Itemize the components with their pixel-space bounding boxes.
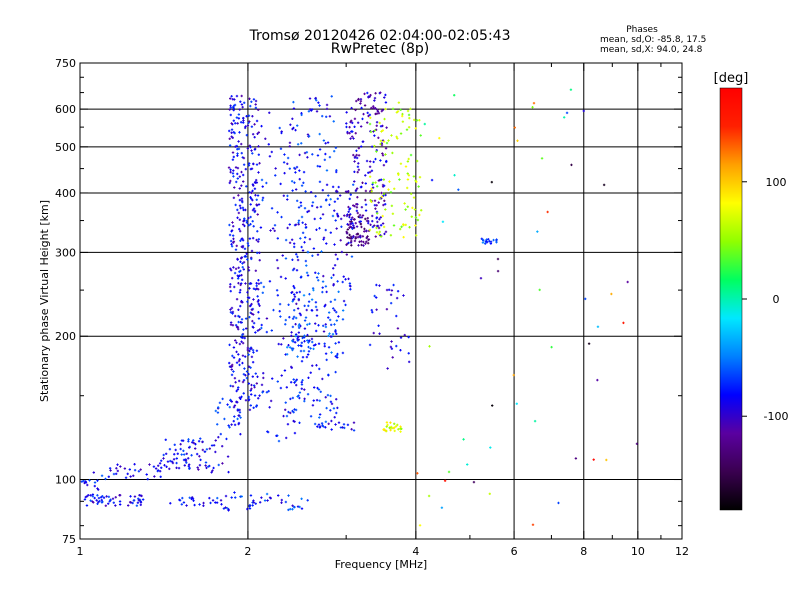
- x-tick-label: 4: [412, 545, 419, 558]
- x-tick-label: 6: [511, 545, 518, 558]
- colorbar-tick-label: 0: [773, 293, 780, 306]
- x-tick-label: 10: [631, 545, 645, 558]
- y-tick-label: 750: [55, 57, 76, 70]
- y-tick-label: 600: [55, 103, 76, 116]
- x-tick-label: 1: [77, 545, 84, 558]
- x-tick-label: 12: [675, 545, 689, 558]
- colorbar-tick-label: -100: [764, 410, 789, 423]
- colorbar-tick-label: 100: [766, 176, 787, 189]
- y-tick-label: 500: [55, 141, 76, 154]
- x-axis-label: Frequency [MHz]: [335, 558, 427, 571]
- colorbar-ticks: -100 0 100: [742, 176, 788, 423]
- y-tick-label: 75: [62, 533, 76, 546]
- y-axis-label: Stationary phase Virtual Height [km]: [38, 200, 51, 402]
- colorbar: [719, 87, 743, 511]
- phases-title: Phases: [626, 25, 658, 35]
- chart-title: Tromsø 20120426 02:04:00-02:05:43: [249, 28, 511, 44]
- colorbar-label: [deg]: [714, 71, 749, 86]
- data-points: [80, 88, 639, 527]
- phases-o-stats: mean, sd,O: -85.8, 17.5: [600, 35, 706, 45]
- plot-frame: [79, 62, 683, 540]
- y-tick-label: 200: [55, 330, 76, 343]
- x-tick-label: 2: [244, 545, 251, 558]
- grid-lines: [80, 63, 682, 539]
- chart-subtitle: RwPretec (8p): [331, 41, 429, 57]
- x-tick-label: 8: [580, 545, 587, 558]
- y-tick-label: 400: [55, 187, 76, 200]
- y-tick-label: 100: [55, 474, 76, 487]
- y-tick-label: 300: [55, 246, 76, 259]
- phases-x-stats: mean, sd,X: 94.0, 24.8: [600, 45, 703, 55]
